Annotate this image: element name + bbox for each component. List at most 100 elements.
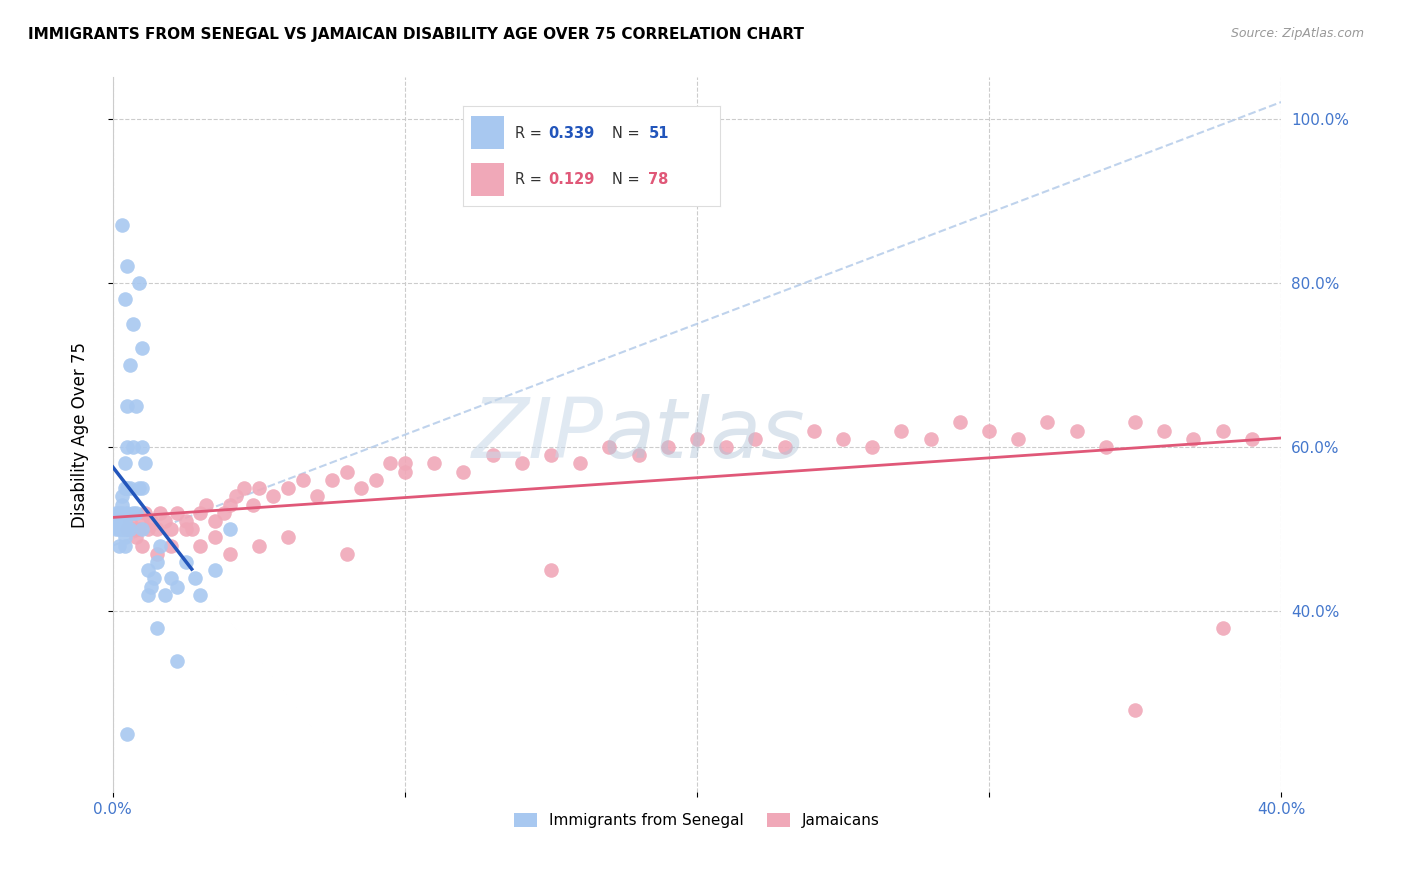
Point (1095, 440, 1118, 454)
Point (423, 457, 446, 471)
Point (117, 481, 139, 495)
Point (1123, 416, 1146, 430)
Point (263, 489, 285, 503)
Point (160, 539, 183, 553)
Point (657, 440, 679, 454)
Point (380, 457, 402, 471)
Point (860, 440, 883, 454)
Point (204, 514, 226, 528)
Point (110, 489, 132, 503)
Point (204, 530, 226, 544)
Point (104, 514, 127, 528)
Point (136, 563, 159, 577)
Legend: Immigrants from Senegal, Jamaicans: Immigrants from Senegal, Jamaicans (508, 807, 886, 834)
Point (136, 588, 159, 602)
Point (218, 498, 240, 512)
Point (114, 457, 136, 471)
Point (120, 522, 142, 536)
Point (155, 514, 177, 528)
Point (394, 465, 416, 479)
Point (122, 317, 145, 331)
Point (117, 440, 139, 454)
Point (120, 514, 142, 528)
Point (335, 547, 357, 561)
Point (744, 432, 766, 446)
Point (148, 506, 170, 520)
Point (117, 506, 139, 520)
Point (166, 506, 188, 520)
Point (190, 588, 212, 602)
Point (117, 727, 139, 741)
Point (128, 522, 150, 536)
Point (773, 440, 796, 454)
Point (117, 522, 139, 536)
Text: Source: ZipAtlas.com: Source: ZipAtlas.com (1230, 27, 1364, 40)
Point (117, 399, 139, 413)
Point (291, 473, 314, 487)
Point (453, 465, 475, 479)
Point (540, 448, 562, 462)
Point (307, 489, 329, 503)
Point (114, 514, 136, 528)
Point (233, 481, 256, 495)
Point (190, 539, 212, 553)
Point (131, 514, 153, 528)
Point (247, 481, 270, 495)
Point (139, 580, 162, 594)
Point (166, 654, 188, 668)
Point (139, 514, 162, 528)
Point (277, 530, 299, 544)
Point (832, 432, 855, 446)
Point (110, 498, 132, 512)
Point (104, 522, 127, 536)
Point (131, 440, 153, 454)
Point (540, 563, 562, 577)
Point (1212, 424, 1234, 438)
Text: atlas: atlas (603, 394, 806, 475)
Point (920, 432, 942, 446)
Point (350, 481, 373, 495)
Point (174, 514, 197, 528)
Point (145, 621, 167, 635)
Point (117, 522, 139, 536)
Point (277, 481, 299, 495)
Point (107, 522, 129, 536)
Point (136, 522, 159, 536)
Point (204, 563, 226, 577)
Text: IMMIGRANTS FROM SENEGAL VS JAMAICAN DISABILITY AGE OVER 75 CORRELATION CHART: IMMIGRANTS FROM SENEGAL VS JAMAICAN DISA… (28, 27, 804, 42)
Point (114, 539, 136, 553)
Text: ZIP: ZIP (471, 394, 603, 475)
Point (1240, 432, 1263, 446)
Point (714, 440, 737, 454)
Point (160, 522, 183, 536)
Point (321, 473, 343, 487)
Point (114, 530, 136, 544)
Point (481, 448, 503, 462)
Point (125, 530, 148, 544)
Point (1153, 424, 1175, 438)
Point (110, 506, 132, 520)
Point (122, 440, 145, 454)
Point (155, 588, 177, 602)
Y-axis label: Disability Age Over 75: Disability Age Over 75 (72, 342, 89, 528)
Point (131, 481, 153, 495)
Point (598, 440, 620, 454)
Point (335, 465, 357, 479)
Point (1182, 432, 1205, 446)
Point (104, 506, 127, 520)
Point (120, 358, 142, 372)
Point (122, 506, 145, 520)
Point (394, 457, 416, 471)
Point (195, 498, 218, 512)
Point (114, 481, 136, 495)
Point (174, 555, 197, 569)
Point (180, 522, 202, 536)
Point (510, 457, 533, 471)
Point (949, 416, 972, 430)
Point (134, 506, 156, 520)
Point (114, 292, 136, 306)
Point (114, 522, 136, 536)
Point (174, 522, 197, 536)
Point (145, 555, 167, 569)
Point (125, 506, 148, 520)
